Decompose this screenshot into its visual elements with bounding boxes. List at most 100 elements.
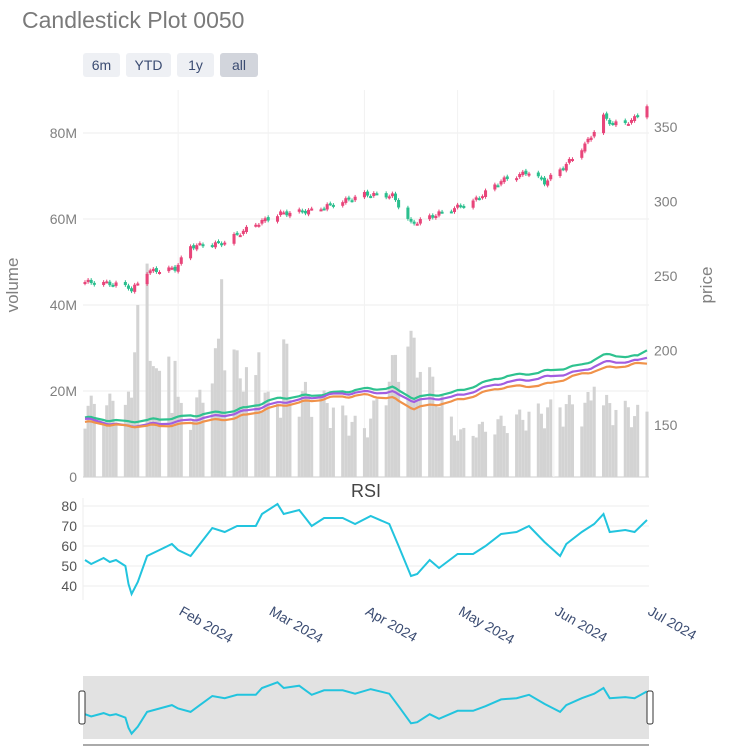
candle-body bbox=[325, 204, 329, 210]
volume-bar bbox=[114, 422, 118, 477]
candle-body bbox=[602, 114, 606, 134]
range-button-6m[interactable]: 6m bbox=[83, 53, 120, 77]
candle-body bbox=[310, 208, 314, 211]
candlestick bbox=[418, 217, 422, 226]
candle-body bbox=[347, 197, 351, 200]
candle-body bbox=[300, 210, 304, 213]
candle-body bbox=[322, 208, 326, 211]
candle-body bbox=[210, 245, 214, 248]
candlestick bbox=[499, 179, 503, 187]
candlestick bbox=[92, 281, 96, 287]
candlestick bbox=[260, 218, 264, 226]
range-slider-left-handle[interactable] bbox=[78, 690, 86, 725]
candle-body bbox=[285, 211, 289, 216]
candle-body bbox=[387, 196, 391, 199]
volume-axis-ticks: 0 20M 40M 60M 80M bbox=[50, 125, 77, 485]
candlestick bbox=[539, 175, 543, 181]
candle-body bbox=[418, 219, 422, 224]
volume-bar bbox=[412, 337, 416, 477]
candlestick bbox=[266, 215, 270, 223]
candle-body bbox=[198, 243, 202, 246]
volume-bar bbox=[471, 435, 475, 477]
candle-body bbox=[89, 279, 93, 283]
candlestick bbox=[515, 176, 519, 182]
volume-bar bbox=[633, 416, 637, 477]
range-slider[interactable] bbox=[78, 676, 654, 739]
volume-tick-label: 80M bbox=[50, 125, 77, 141]
volume-bar bbox=[350, 421, 354, 477]
candlestick bbox=[223, 240, 227, 246]
candle-body bbox=[307, 209, 311, 215]
candle-body bbox=[412, 221, 416, 224]
candle-body bbox=[449, 211, 453, 214]
candle-body bbox=[608, 119, 612, 125]
volume-bar bbox=[325, 403, 329, 477]
candlestick bbox=[157, 270, 162, 275]
rsi-axis-ticks: 40 50 60 70 80 bbox=[61, 498, 77, 594]
candle-body bbox=[561, 168, 565, 171]
volume-bar bbox=[257, 352, 261, 477]
candle-body bbox=[502, 177, 506, 183]
range-button-ytd[interactable]: YTD bbox=[126, 53, 171, 77]
candlestick bbox=[428, 213, 432, 221]
volume-bar bbox=[362, 428, 366, 477]
candlestick bbox=[480, 194, 484, 200]
rsi-tick-label: 70 bbox=[61, 518, 77, 534]
date-tick-label: Jun 2024 bbox=[552, 603, 610, 646]
volume-bar bbox=[459, 429, 463, 477]
candlestick bbox=[452, 206, 457, 214]
candlestick bbox=[633, 114, 637, 123]
candlestick bbox=[611, 121, 615, 126]
candlestick bbox=[502, 175, 506, 184]
candlestick bbox=[325, 202, 329, 212]
volume-bar bbox=[83, 428, 87, 477]
volume-bar bbox=[626, 407, 630, 477]
range-button-6m-label: 6m bbox=[92, 57, 111, 73]
candlestick bbox=[350, 198, 354, 203]
range-slider-right-handle[interactable] bbox=[646, 690, 654, 725]
candle-body bbox=[515, 178, 519, 181]
candlestick bbox=[148, 268, 152, 275]
candlestick bbox=[232, 232, 236, 246]
candlestick bbox=[244, 225, 248, 234]
candlestick bbox=[546, 178, 550, 188]
volume-bar bbox=[477, 424, 481, 477]
candle-body bbox=[415, 223, 419, 226]
range-button-all[interactable]: all bbox=[220, 53, 258, 77]
volume-bar bbox=[524, 430, 528, 477]
volume-bar bbox=[484, 431, 488, 477]
date-tick-label: May 2024 bbox=[456, 603, 517, 648]
candlestick bbox=[310, 206, 314, 211]
candlestick bbox=[366, 189, 370, 198]
volume-bar bbox=[583, 402, 587, 477]
candlestick bbox=[415, 221, 419, 226]
candlestick bbox=[484, 188, 488, 199]
candlestick bbox=[341, 200, 345, 208]
candle-body bbox=[614, 121, 618, 126]
candle-body bbox=[372, 192, 376, 196]
volume-bar bbox=[92, 403, 96, 477]
rsi-tick-label: 50 bbox=[61, 558, 77, 574]
price-tick-label: 350 bbox=[654, 119, 678, 135]
volume-bar bbox=[558, 407, 562, 477]
price-tick-label: 250 bbox=[654, 268, 678, 284]
range-button-1y[interactable]: 1y bbox=[177, 53, 214, 77]
volume-bar bbox=[300, 391, 304, 477]
candlestick bbox=[369, 194, 373, 199]
candlestick bbox=[409, 217, 413, 224]
candle-body bbox=[266, 217, 270, 221]
candle-body bbox=[195, 245, 199, 250]
candlestick bbox=[198, 241, 202, 246]
candlestick bbox=[123, 280, 127, 287]
volume-bar bbox=[493, 434, 497, 477]
volume-bar bbox=[440, 395, 444, 477]
volume-bar bbox=[393, 354, 398, 477]
candlestick bbox=[102, 280, 106, 287]
candlestick bbox=[133, 282, 137, 294]
candlestick bbox=[608, 118, 612, 126]
date-axis-ticks: Feb 2024 Mar 2024 Apr 2024 May 2024 Jun 2024… bbox=[177, 603, 700, 648]
candlestick bbox=[412, 219, 416, 226]
candle-body bbox=[452, 208, 457, 213]
candle-body bbox=[235, 232, 239, 235]
volume-bar bbox=[474, 437, 478, 477]
